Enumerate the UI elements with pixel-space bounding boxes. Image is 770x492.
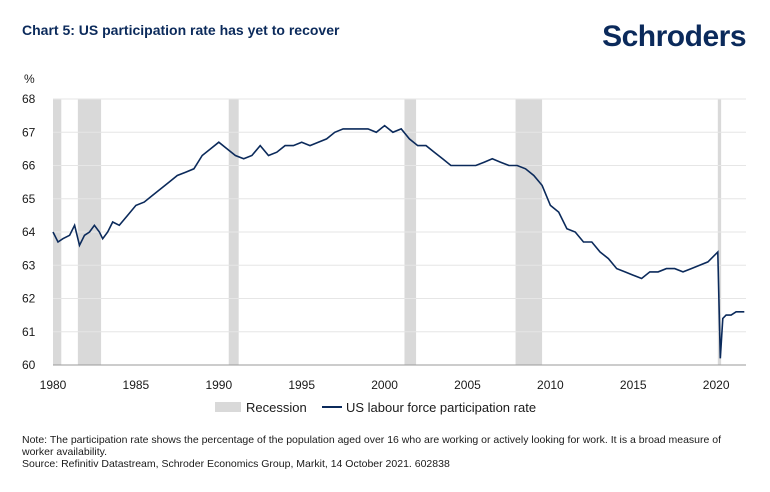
x-tick-label-2010: 2010 bbox=[537, 378, 564, 392]
y-tick-label-65: 65 bbox=[22, 192, 36, 206]
legend-recession-swatch bbox=[215, 402, 241, 412]
y-tick-label-62: 62 bbox=[22, 292, 36, 306]
legend: Recession US labour force participation … bbox=[215, 400, 536, 415]
y-tick-label-63: 63 bbox=[22, 258, 36, 272]
legend-participation-label: US labour force participation rate bbox=[346, 400, 536, 415]
x-tick-label-2020: 2020 bbox=[703, 378, 730, 392]
brand-logo: Schroders bbox=[602, 20, 746, 53]
x-axis-ticks: 1980 1985 1990 1995 2000 2005 2010 2015 2020 bbox=[40, 364, 746, 392]
series-line-participation-rate bbox=[52, 124, 745, 359]
y-tick-label-66: 66 bbox=[22, 159, 36, 173]
source-text: Source: Refinitiv Datastream, Schroder E… bbox=[22, 458, 450, 470]
grid-lines bbox=[53, 98, 746, 366]
line-chart: % 60 61 62 63 64 65 66 67 68 1980 1985 1990 1995 200… bbox=[22, 72, 746, 415]
y-tick-label-64: 64 bbox=[22, 225, 36, 239]
footnote: Note: The participation rate shows the p… bbox=[22, 434, 752, 470]
y-tick-label-61: 61 bbox=[22, 325, 36, 339]
x-tick-label-1995: 1995 bbox=[288, 378, 315, 392]
y-tick-label-60: 60 bbox=[22, 358, 36, 372]
y-tick-label-68: 68 bbox=[22, 92, 36, 106]
y-axis-ticks: 60 61 62 63 64 65 66 67 68 bbox=[22, 92, 36, 372]
x-tick-label-2015: 2015 bbox=[620, 378, 647, 392]
x-tick-label-1990: 1990 bbox=[205, 378, 232, 392]
y-tick-label-67: 67 bbox=[22, 125, 36, 139]
x-tick-label-1985: 1985 bbox=[123, 378, 150, 392]
chart-title: Chart 5: US participation rate has yet t… bbox=[22, 22, 340, 38]
x-tick-label-1980: 1980 bbox=[40, 378, 67, 392]
legend-recession-label: Recession bbox=[246, 400, 307, 415]
x-tick-label-2005: 2005 bbox=[454, 378, 481, 392]
y-axis-unit-label: % bbox=[24, 72, 35, 86]
x-tick-label-2000: 2000 bbox=[371, 378, 398, 392]
note-text: Note: The participation rate shows the p… bbox=[22, 434, 722, 458]
